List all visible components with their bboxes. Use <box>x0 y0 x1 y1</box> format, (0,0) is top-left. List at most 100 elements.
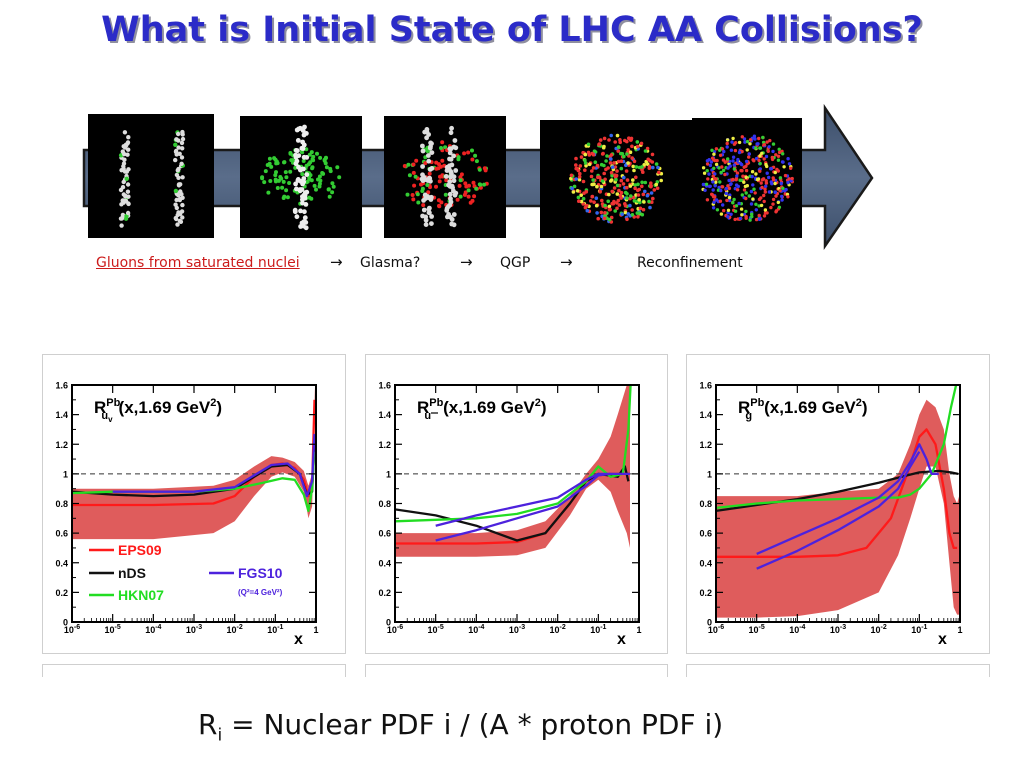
particle <box>780 198 784 202</box>
particle <box>786 180 790 185</box>
particle <box>719 188 723 193</box>
particle <box>715 208 720 212</box>
particle <box>636 182 640 187</box>
particle <box>712 200 716 204</box>
x-tick-label: 10-3 <box>509 624 525 635</box>
particle <box>179 209 185 214</box>
particle <box>179 161 184 166</box>
particle <box>778 176 783 180</box>
legend-note: (Q²=4 GeV²) <box>238 588 283 597</box>
particle <box>176 131 181 137</box>
particle <box>125 152 130 157</box>
particle <box>615 201 619 205</box>
particle <box>647 199 651 204</box>
particle <box>303 202 309 207</box>
particle <box>739 207 744 211</box>
particle <box>262 180 267 185</box>
particle <box>642 163 646 167</box>
x-tick-label: 10-6 <box>387 624 403 635</box>
title-subscript: g <box>745 410 752 422</box>
particle <box>118 187 124 193</box>
particle <box>705 159 710 163</box>
particle <box>427 205 432 211</box>
particle <box>604 167 608 172</box>
particle <box>427 171 432 176</box>
particle <box>707 184 712 189</box>
particle <box>614 177 618 182</box>
particle <box>649 191 654 195</box>
title-close: ) <box>216 398 222 417</box>
particle <box>599 210 604 215</box>
particle <box>449 125 454 131</box>
particle <box>719 170 723 175</box>
x-tick-label: 10-5 <box>428 624 444 635</box>
formula-rest: = Nuclear PDF i / (A * proton PDF i) <box>222 708 724 741</box>
particle <box>738 178 742 182</box>
x-tick-label: 1 <box>636 625 641 635</box>
particle <box>729 212 733 216</box>
particle <box>426 190 431 195</box>
particle <box>175 222 180 227</box>
particle <box>727 198 732 203</box>
particle <box>703 188 707 192</box>
x-tick-exponent: -3 <box>196 624 202 631</box>
particle <box>711 206 716 210</box>
particle <box>714 180 718 184</box>
particle <box>616 145 621 149</box>
particle <box>759 181 763 185</box>
formula-r: R <box>198 708 218 741</box>
particle <box>732 197 736 202</box>
particle <box>771 202 775 206</box>
particle <box>429 214 434 219</box>
particle <box>621 182 626 186</box>
particle <box>617 203 622 207</box>
particle <box>749 202 754 206</box>
x-tick-label: 10-2 <box>227 624 243 635</box>
particle <box>758 146 763 150</box>
y-tick-label: 1.4 <box>699 410 712 420</box>
particle <box>177 151 182 156</box>
particle <box>764 154 769 159</box>
particle <box>637 211 641 215</box>
particle <box>589 174 594 179</box>
particle <box>125 210 131 216</box>
particle <box>767 190 772 194</box>
particle <box>597 142 602 146</box>
particle <box>436 166 441 171</box>
particle <box>777 205 782 209</box>
particle <box>758 154 762 158</box>
particle <box>609 178 614 182</box>
x-tick-exponent: -4 <box>478 624 484 631</box>
particle <box>740 193 744 197</box>
particle <box>734 204 739 208</box>
particle <box>595 163 600 168</box>
particle <box>123 198 129 204</box>
x-tick-exponent: -3 <box>840 624 846 631</box>
particle <box>584 164 588 168</box>
particle <box>581 196 586 201</box>
particle <box>276 178 281 183</box>
particle <box>419 182 423 187</box>
stage-label-glasma: Glasma? <box>360 255 421 271</box>
y-tick-label: 0 <box>707 618 712 628</box>
y-tick-label: 0.2 <box>378 588 391 598</box>
particle <box>736 184 740 189</box>
particle <box>736 157 740 162</box>
particle <box>119 168 124 173</box>
particle <box>755 177 760 182</box>
particle <box>446 166 452 172</box>
particle <box>766 149 770 153</box>
y-tick-label: 1.6 <box>699 381 712 391</box>
particle <box>735 174 739 178</box>
particle <box>742 188 747 192</box>
particle <box>420 189 425 193</box>
particle <box>730 140 734 144</box>
particle <box>762 214 767 218</box>
particle <box>176 138 181 143</box>
particle <box>757 158 761 163</box>
y-tick-label: 1.4 <box>378 410 391 420</box>
x-tick-label: 1 <box>957 625 962 635</box>
particle <box>786 157 790 161</box>
collision-frame-5 <box>692 118 802 238</box>
stage-label-gluons[interactable]: Gluons from saturated nuclei <box>96 255 300 271</box>
